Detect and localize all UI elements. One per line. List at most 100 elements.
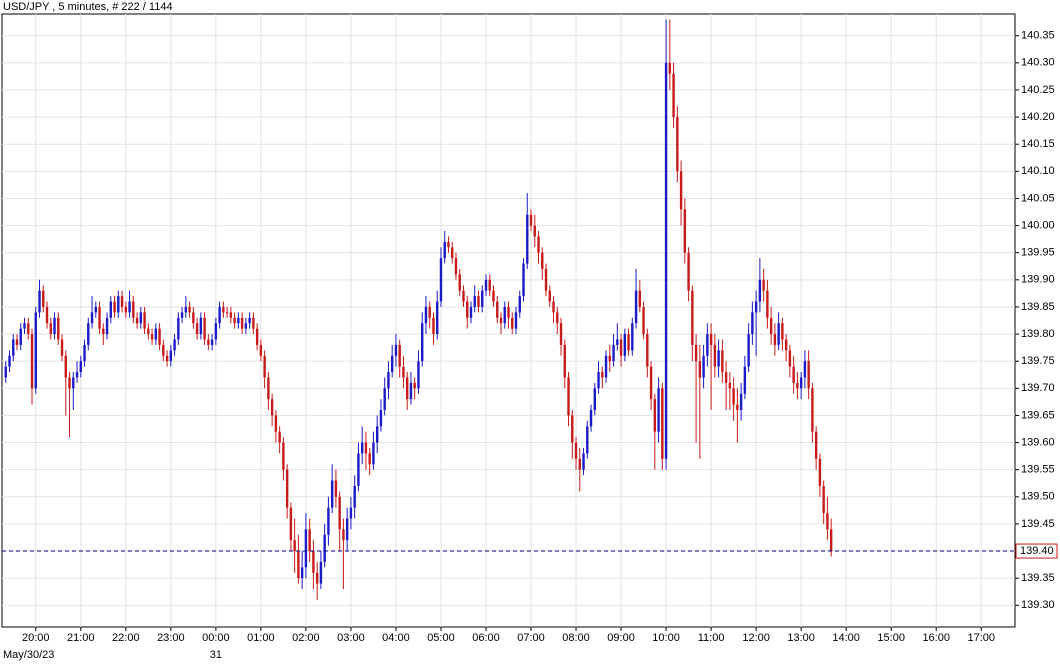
candle-body <box>15 339 19 345</box>
candle-body <box>132 301 135 318</box>
candle-body <box>94 306 97 313</box>
candle-body <box>563 344 566 378</box>
candle-body <box>210 339 214 345</box>
candle-body <box>706 334 709 356</box>
y-tick-label: 139.90 <box>1021 274 1055 286</box>
x-tick-label: 09:00 <box>607 632 635 644</box>
candle-body <box>593 388 596 411</box>
candle-body <box>297 551 300 579</box>
candle-body <box>451 247 454 259</box>
candle-body <box>225 312 229 314</box>
candle-body <box>222 306 225 313</box>
candle-body <box>743 366 747 394</box>
candle-body <box>199 317 203 335</box>
candle-body <box>349 507 353 519</box>
candle-body <box>526 214 529 264</box>
candle-body <box>323 534 326 562</box>
candle-body <box>357 453 360 486</box>
candle-body <box>72 377 75 389</box>
y-tick-label: 139.45 <box>1021 518 1055 530</box>
candle-body <box>826 513 829 530</box>
candle-body <box>728 382 732 389</box>
candle-body <box>623 334 627 356</box>
candle-body <box>360 442 364 454</box>
candle-body <box>732 388 735 405</box>
candle-body <box>511 317 514 329</box>
candle-body <box>473 296 476 307</box>
candle-body <box>601 372 604 378</box>
candle-body <box>758 279 762 302</box>
candle-body <box>556 312 559 324</box>
candle-body <box>252 317 255 329</box>
candle-body <box>736 404 739 411</box>
y-tick-label: 139.35 <box>1021 572 1055 584</box>
candle-body <box>466 301 469 318</box>
candle-body <box>87 323 90 345</box>
candle-body <box>304 529 308 568</box>
candle-body <box>664 62 668 459</box>
candle-body <box>282 442 285 470</box>
candle-body <box>469 306 473 318</box>
candle-body <box>559 323 563 345</box>
candle-body <box>713 344 717 367</box>
candle-body <box>428 306 431 318</box>
candle-body <box>372 442 375 465</box>
candle-body <box>499 317 503 324</box>
candle-body <box>503 306 506 324</box>
candle-body <box>649 366 653 400</box>
candle-body <box>571 415 574 443</box>
candle-body <box>642 306 645 335</box>
candle-body <box>278 431 281 443</box>
candle-body <box>98 306 101 329</box>
candle-body <box>124 306 128 313</box>
candle-body <box>586 426 589 454</box>
candle-body <box>42 290 45 307</box>
candle-body <box>27 323 30 335</box>
candle-body <box>289 507 293 541</box>
candle-body <box>751 312 754 335</box>
candle-body <box>413 382 416 389</box>
candle-body <box>646 334 649 367</box>
candle-body <box>702 355 705 378</box>
candle-body <box>379 410 383 427</box>
candle-body <box>330 480 334 508</box>
candle-body <box>154 328 158 340</box>
candle-body <box>619 339 623 356</box>
candle-body <box>612 344 615 362</box>
candle-body <box>64 355 67 378</box>
candle-body <box>274 415 278 432</box>
x-tick-label: 12:00 <box>742 632 770 644</box>
candle-body <box>766 290 769 318</box>
x-tick-label: 07:00 <box>517 632 545 644</box>
candle-body <box>679 171 683 210</box>
candle-body <box>109 301 113 318</box>
x-tick-label: 05:00 <box>427 632 455 644</box>
candle-body <box>597 372 600 389</box>
candle-body <box>739 393 743 411</box>
candle-body <box>12 339 15 356</box>
x-tick-label: 04:00 <box>382 632 410 644</box>
candle-body <box>102 328 105 335</box>
candle-body <box>417 361 420 389</box>
candle-body <box>79 361 82 373</box>
candle-body <box>184 306 188 313</box>
candle-body <box>203 317 206 340</box>
y-tick-label: 140.05 <box>1021 192 1055 204</box>
candle-body <box>334 480 338 497</box>
candle-body <box>139 312 143 324</box>
candle-body <box>173 339 176 351</box>
x-tick-label: 14:00 <box>832 632 860 644</box>
x-tick-label: 15:00 <box>877 632 905 644</box>
candle-body <box>799 377 803 389</box>
candle-body <box>150 334 154 340</box>
candle-body <box>781 323 784 340</box>
candle-body <box>454 258 458 275</box>
candle-body <box>285 469 289 508</box>
last-price-label: 139.40 <box>1020 545 1054 557</box>
candle-body <box>477 296 480 307</box>
candle-body <box>762 279 765 291</box>
candle-body <box>192 312 195 324</box>
candle-body <box>829 529 833 552</box>
candle-body <box>807 361 810 389</box>
candle-body <box>169 350 173 362</box>
